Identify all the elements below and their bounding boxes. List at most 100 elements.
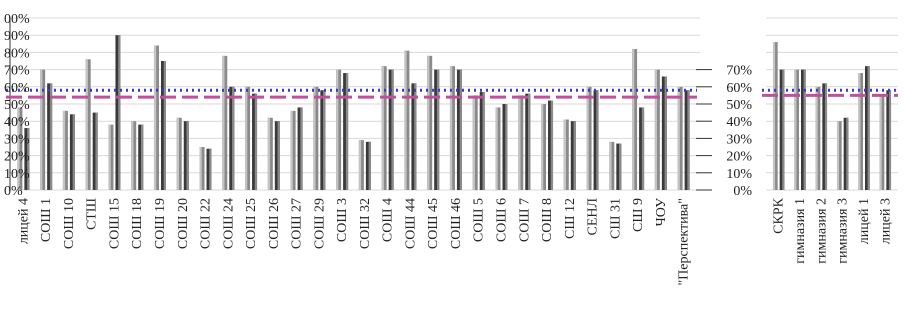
bar	[108, 124, 114, 190]
bar	[62, 110, 68, 190]
bar	[252, 93, 258, 190]
bar	[153, 45, 159, 190]
bar-highlight	[391, 69, 394, 190]
bar-highlight	[794, 69, 797, 190]
bar	[801, 69, 806, 190]
bar-highlight	[782, 69, 785, 190]
category-label: ЧОУ	[654, 198, 669, 226]
bar	[229, 86, 235, 190]
category-label: "Перспектива"	[677, 198, 692, 286]
category-label: СОШ 3	[335, 198, 350, 242]
bar-highlight	[495, 107, 498, 190]
category-label: СОШ 8	[540, 198, 555, 242]
bar-highlight	[95, 112, 98, 190]
bar	[160, 61, 166, 190]
category-label: СОШ 46	[449, 198, 464, 249]
y-tick-label: 70%	[4, 64, 30, 79]
category-label: гимназия 2	[814, 198, 829, 264]
bar	[472, 95, 478, 190]
category-label: СОШ 20	[176, 198, 191, 249]
gridlines	[8, 17, 898, 191]
bar-highlight	[336, 69, 339, 190]
category-label: СОШ 25	[244, 198, 259, 249]
category-label: СОШ 29	[312, 198, 327, 249]
bar	[822, 83, 828, 190]
bar	[138, 124, 144, 190]
bar-highlight	[108, 124, 111, 190]
right-y-tick-label: 50%	[726, 98, 752, 113]
bar	[365, 141, 371, 190]
bar	[548, 100, 554, 190]
bar-highlight	[563, 119, 567, 190]
bar-highlight	[867, 66, 870, 190]
bar	[245, 86, 251, 190]
bar-highlight	[72, 114, 75, 190]
bar-highlight	[472, 95, 475, 190]
bar	[879, 95, 885, 190]
bar-highlight	[313, 86, 316, 190]
bar	[47, 83, 53, 190]
bar	[40, 69, 46, 190]
bar-highlight	[619, 143, 622, 190]
bar-highlight	[381, 66, 384, 190]
category-label: СОШ 19	[153, 198, 168, 249]
bar-highlight	[245, 86, 248, 190]
bar-highlight	[414, 83, 417, 190]
bar-highlight	[687, 90, 690, 190]
bar-highlight	[664, 76, 667, 190]
y-tick-label: 00%	[4, 12, 30, 27]
category-label: СТШ	[85, 198, 100, 230]
category-label: СШ 31	[608, 198, 623, 239]
bar	[427, 55, 433, 191]
bar-highlight	[654, 69, 658, 190]
bar	[17, 107, 23, 190]
bar	[69, 114, 75, 190]
bar	[779, 69, 785, 190]
y-tick-label: 50%	[4, 98, 30, 113]
bar	[176, 117, 182, 190]
bar-highlight	[404, 50, 407, 191]
category-label: гимназия 1	[793, 198, 808, 264]
category-label: СЕНЛ	[586, 198, 601, 236]
category-label: СОШ 15	[107, 198, 122, 249]
bar-highlight	[140, 124, 144, 190]
bar	[836, 121, 842, 190]
bar-highlight	[632, 48, 635, 191]
bar-highlight	[888, 90, 892, 190]
category-label: СОШ 6	[494, 198, 509, 242]
bar	[772, 42, 778, 190]
bar	[479, 91, 485, 190]
bar-highlight	[118, 35, 121, 191]
right-y-tick-label: 10%	[726, 167, 752, 182]
right-y-tick-label: 0%	[733, 184, 752, 199]
bar	[434, 69, 440, 190]
bar	[563, 119, 569, 190]
bar-highlight	[518, 95, 521, 190]
y-tick-label: 60%	[4, 81, 30, 96]
bar-highlight	[358, 140, 362, 190]
category-label: лицей 4	[16, 198, 31, 244]
y-tick-label: 10%	[4, 167, 30, 182]
bar-highlight	[290, 110, 293, 190]
bar-highlight	[163, 61, 166, 190]
y-tick-label: 40%	[4, 115, 30, 130]
y-tick-label: 90%	[4, 29, 30, 44]
category-label: СОШ 32	[358, 198, 373, 249]
bar-highlight	[824, 83, 828, 190]
category-label: СШ 9	[631, 198, 646, 232]
bar-highlight	[482, 91, 485, 190]
bar	[404, 50, 410, 191]
bar	[183, 121, 189, 190]
bar-highlight	[62, 110, 66, 190]
category-label: СОШ 24	[221, 198, 236, 249]
bar-highlight	[85, 59, 88, 190]
bar	[456, 69, 462, 190]
bar	[843, 117, 849, 190]
bar	[502, 104, 508, 190]
bar-highlight	[368, 141, 371, 190]
bar-highlight	[879, 95, 882, 190]
bar-highlight	[541, 104, 544, 190]
bar	[336, 69, 342, 190]
bar	[199, 147, 205, 190]
